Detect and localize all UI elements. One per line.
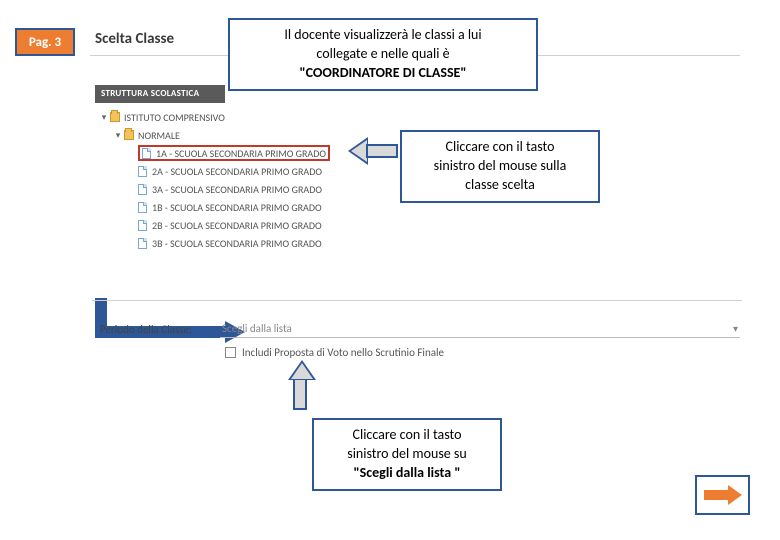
tree-label: 3B - SCUOLA SECONDARIA PRIMO GRADO	[152, 237, 322, 250]
tree-item-2a[interactable]: 2A - SCUOLA SECONDARIA PRIMO GRADO	[98, 162, 330, 180]
tree-branch[interactable]: ▾ NORMALE	[98, 126, 330, 144]
tree-item-3a[interactable]: 3A - SCUOLA SECONDARIA PRIMO GRADO	[98, 180, 330, 198]
tree-label: 1B - SCUOLA SECONDARIA PRIMO GRADO	[152, 201, 322, 214]
annotation-bottom: Cliccare con il tasto sinistro del mouse…	[312, 418, 502, 491]
class-tree: ▾ ISTITUTO COMPRENSIVO ▾ NORMALE 1A - SC…	[98, 108, 330, 252]
file-icon	[138, 238, 147, 249]
tree-item-1b[interactable]: 1B - SCUOLA SECONDARIA PRIMO GRADO	[98, 198, 330, 216]
file-icon	[138, 166, 147, 177]
tree-header: STRUTTURA SCOLASTICA	[95, 85, 225, 103]
tree-item-3b[interactable]: 3B - SCUOLA SECONDARIA PRIMO GRADO	[98, 234, 330, 252]
section-title: Scelta Classe	[95, 30, 174, 48]
page-number-tag: Pag. 3	[15, 28, 75, 56]
file-icon	[138, 220, 147, 231]
checkbox-label: Includi Proposta di Voto nello Scrutinio…	[242, 346, 444, 359]
annotation-line: classe scelta	[412, 176, 588, 195]
periodo-label: Periodo della Classe:	[100, 323, 220, 336]
annotation-line: sinistro del mouse su	[324, 445, 490, 464]
checkbox-row[interactable]: Includi Proposta di Voto nello Scrutinio…	[225, 346, 444, 359]
highlighted-item: 1A - SCUOLA SECONDARIA PRIMO GRADO	[138, 145, 330, 161]
arrow-left-icon	[348, 137, 398, 165]
file-icon	[138, 184, 147, 195]
annotation-top: Il docente visualizzerà le classi a lui …	[228, 18, 538, 91]
tree-item-2b[interactable]: 2B - SCUOLA SECONDARIA PRIMO GRADO	[98, 216, 330, 234]
file-icon	[138, 202, 147, 213]
checkbox[interactable]	[225, 347, 236, 358]
tree-item-1a[interactable]: 1A - SCUOLA SECONDARIA PRIMO GRADO	[98, 144, 330, 162]
folder-icon	[110, 112, 120, 122]
annotation-line: Il docente visualizzerà le classi a lui	[240, 26, 526, 45]
annotation-line: "Scegli dalla lista "	[324, 464, 490, 483]
tree-root[interactable]: ▾ ISTITUTO COMPRENSIVO	[98, 108, 330, 126]
tree-label: 1A - SCUOLA SECONDARIA PRIMO GRADO	[156, 147, 326, 160]
annotation-mid: Cliccare con il tasto sinistro del mouse…	[400, 130, 600, 203]
tree-label: 2B - SCUOLA SECONDARIA PRIMO GRADO	[152, 219, 322, 232]
folder-icon	[124, 130, 134, 140]
tree-label: 2A - SCUOLA SECONDARIA PRIMO GRADO	[152, 165, 322, 178]
file-icon	[142, 148, 151, 159]
chevron-down-icon: ▾	[733, 322, 738, 335]
periodo-select[interactable]: Scegli dalla lista ▾	[220, 320, 740, 338]
arrow-up-icon	[288, 360, 316, 410]
select-placeholder: Scegli dalla lista	[222, 322, 292, 335]
annotation-line: sinistro del mouse sulla	[412, 157, 588, 176]
tree-label: ISTITUTO COMPRENSIVO	[124, 111, 225, 124]
annotation-line: Cliccare con il tasto	[412, 138, 588, 157]
annotation-line: Cliccare con il tasto	[324, 426, 490, 445]
tree-label: 3A - SCUOLA SECONDARIA PRIMO GRADO	[152, 183, 322, 196]
periodo-row: Periodo della Classe: Scegli dalla lista…	[100, 320, 740, 338]
next-page-arrow[interactable]	[695, 475, 750, 515]
annotation-line: collegate e nelle quali è	[240, 45, 526, 64]
divider	[92, 300, 742, 301]
annotation-line: "COORDINATORE DI CLASSE"	[240, 64, 526, 83]
tree-label: NORMALE	[138, 129, 180, 142]
